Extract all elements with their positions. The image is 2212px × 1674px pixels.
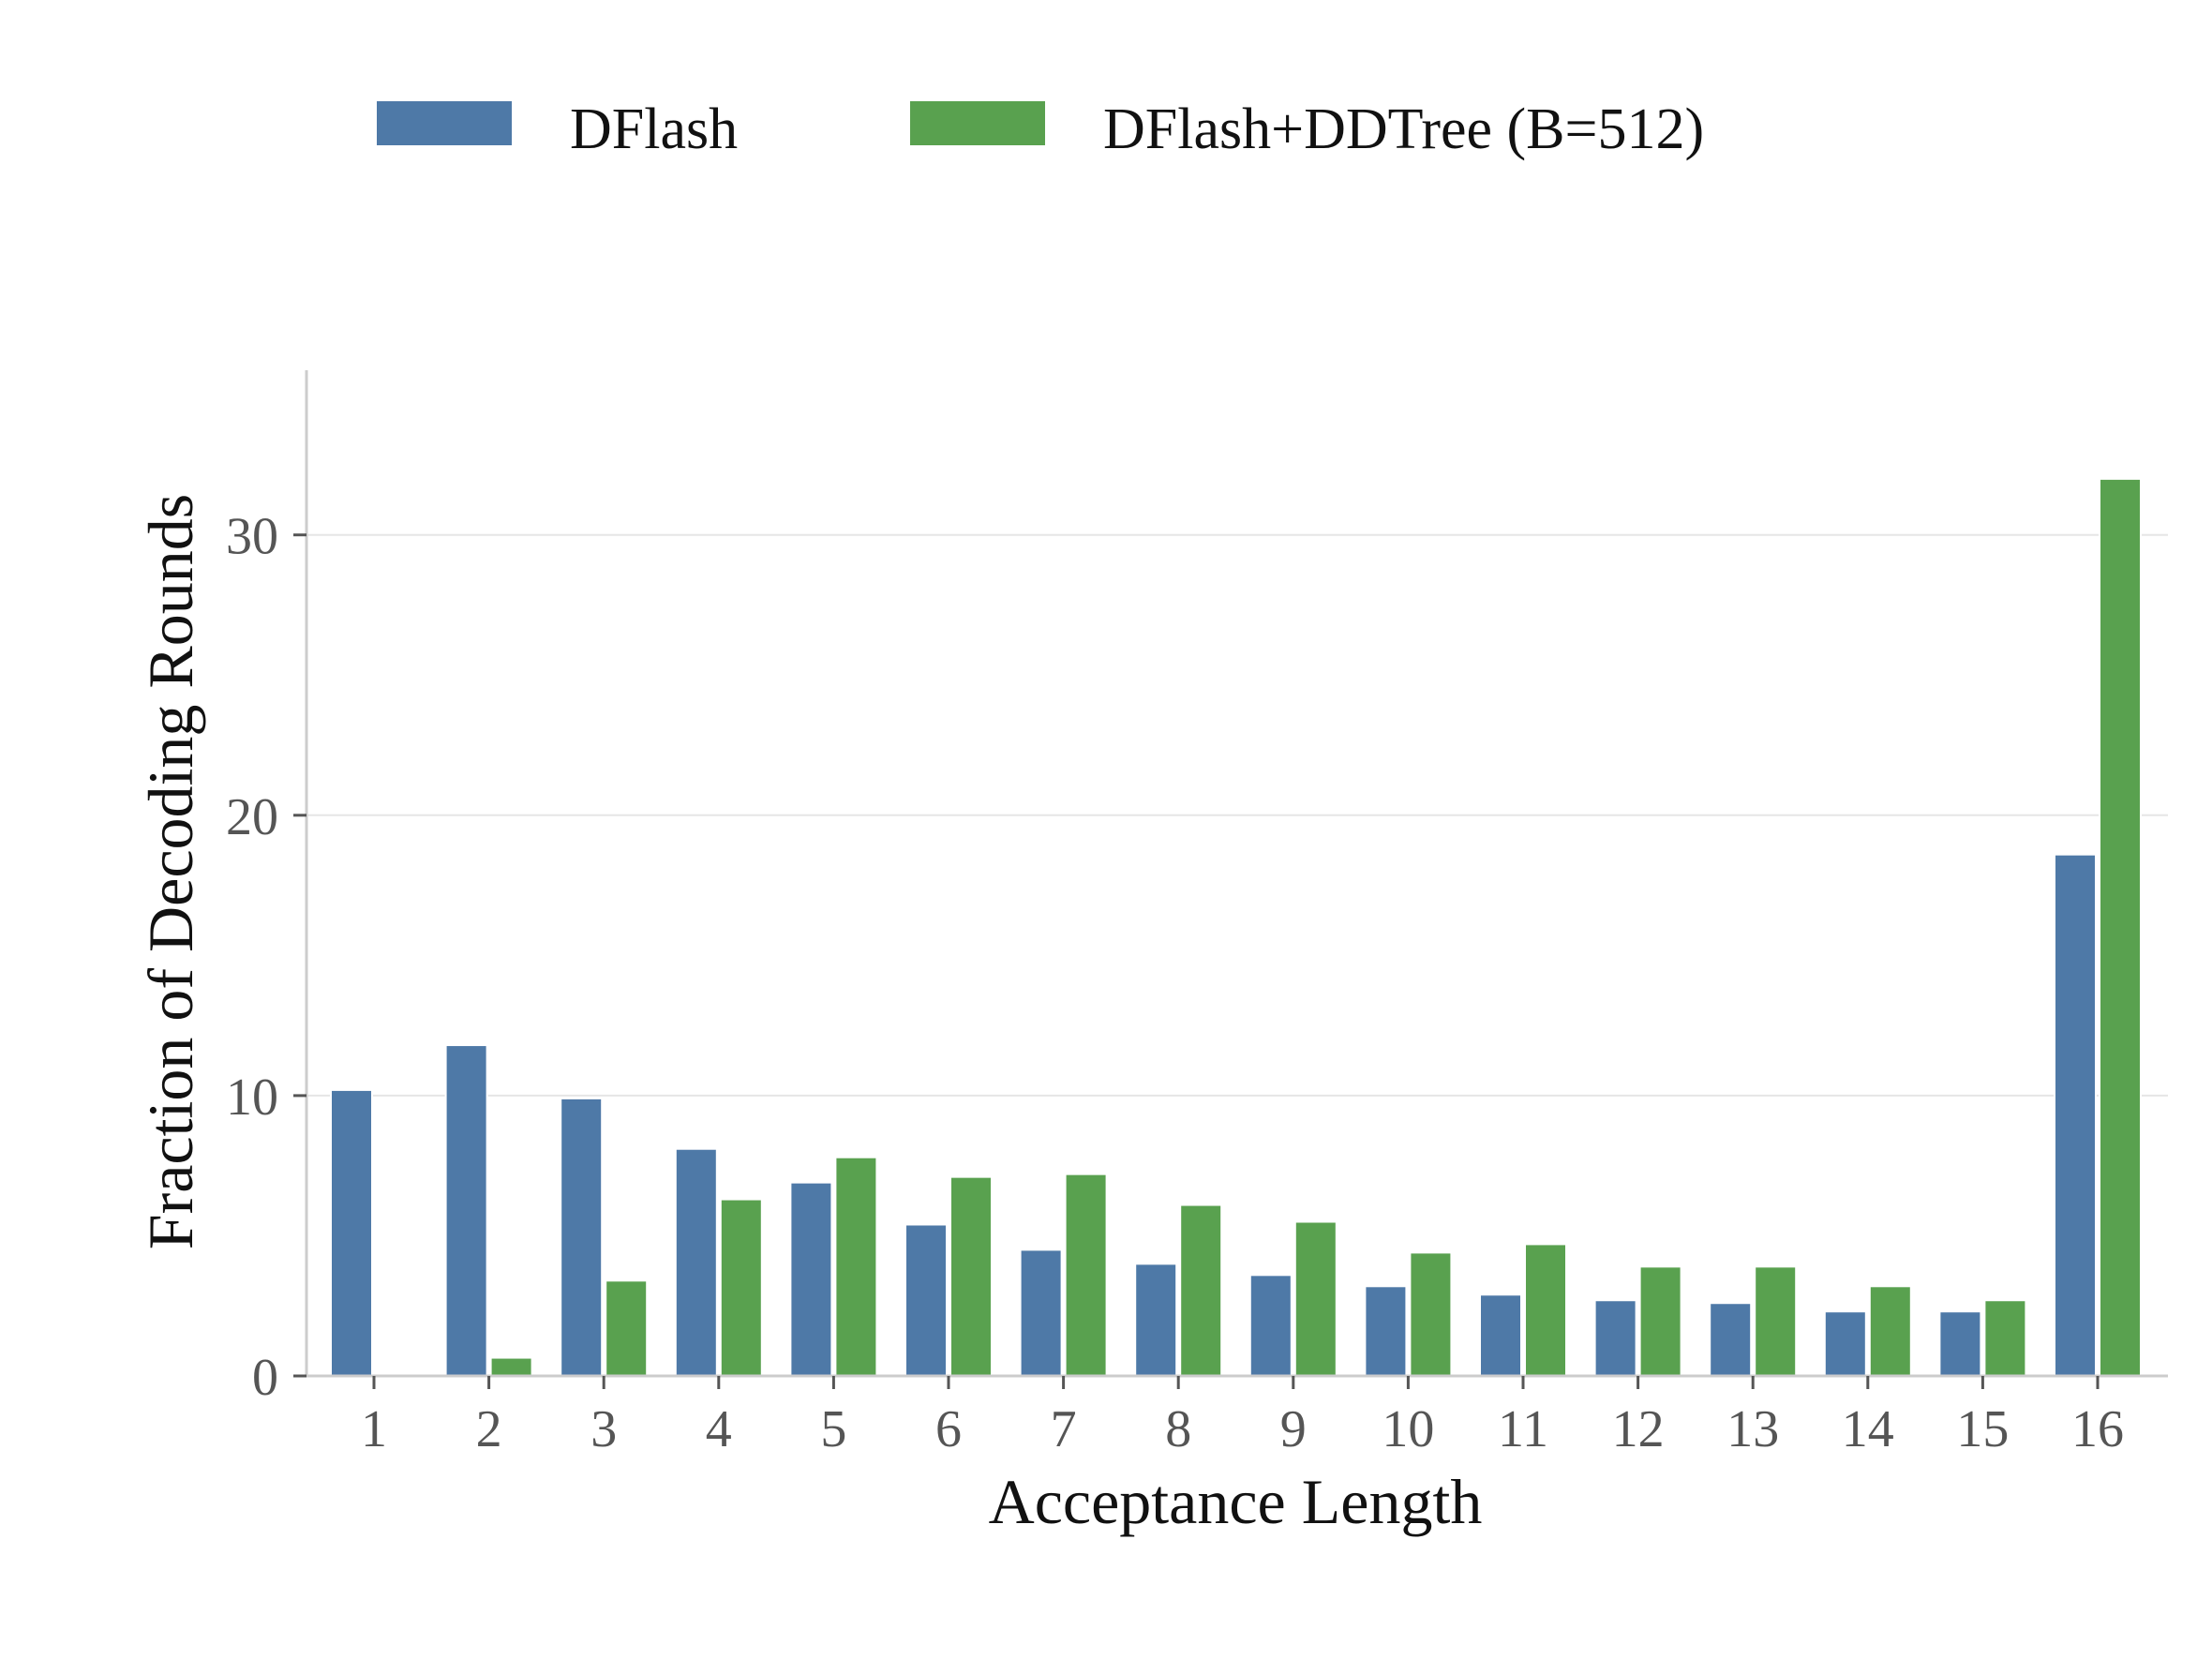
y-tick-label: 20	[226, 788, 278, 846]
bar-dflash-5	[789, 1181, 833, 1377]
bar-dflash-2	[444, 1044, 488, 1377]
y-tick-label: 10	[226, 1069, 278, 1127]
x-ticks: 1 2 3 4 5 6 7 8 9 10 11 12 13 14 15 16	[361, 1376, 2124, 1458]
bar-dflash-11	[1479, 1293, 1522, 1377]
bar-dflash-13	[1709, 1302, 1753, 1378]
gridlines	[306, 533, 2168, 1097]
y-tick-label: 30	[226, 508, 278, 566]
bar-ddtree-5	[834, 1156, 878, 1378]
y-ticks: 0 10 20 30	[226, 508, 306, 1407]
x-tick-label: 4	[706, 1400, 732, 1458]
bar-ddtree-4	[719, 1198, 763, 1378]
y-tick-label: 0	[252, 1349, 278, 1407]
bar-ddtree-15	[1983, 1299, 2027, 1378]
bar-ddtree-11	[1524, 1243, 1567, 1377]
bar-ddtree-3	[605, 1279, 649, 1378]
bar-dflash-8	[1134, 1263, 1178, 1377]
x-tick-label: 3	[590, 1400, 617, 1458]
legend-swatch-ddtree	[910, 101, 1045, 145]
legend-label-dflash: DFlash	[570, 97, 738, 161]
bar-ddtree-7	[1064, 1173, 1108, 1377]
x-tick-label: 12	[1612, 1400, 1665, 1458]
axes	[305, 370, 2168, 1378]
legend-label-ddtree: DFlash+DDTree (B=512)	[1103, 97, 1704, 161]
legend-swatch-dflash	[377, 101, 512, 145]
x-tick-label: 14	[1842, 1400, 1894, 1458]
bar-dflash-10	[1364, 1285, 1408, 1377]
bar-ddtree-8	[1179, 1203, 1223, 1377]
x-axis-label: Acceptance Length	[989, 1466, 1483, 1537]
bar-dflash-4	[674, 1147, 718, 1377]
bar-dflash-15	[1938, 1310, 1982, 1378]
bar-ddtree-14	[1868, 1285, 1912, 1377]
x-tick-label: 16	[2071, 1400, 2124, 1458]
bar-dflash-3	[560, 1097, 604, 1377]
bar-dflash-16	[2054, 853, 2097, 1377]
x-tick-label: 7	[1051, 1400, 1077, 1458]
x-tick-label: 13	[1726, 1400, 1779, 1458]
bar-ddtree-16	[2099, 477, 2142, 1377]
bar-dflash-14	[1823, 1310, 1867, 1378]
bar-ddtree-6	[949, 1175, 993, 1378]
x-tick-label: 2	[476, 1400, 502, 1458]
bar-ddtree-10	[1409, 1251, 1453, 1377]
legend: DFlash DFlash+DDTree (B=512)	[377, 97, 1704, 161]
bar-ddtree-2	[489, 1356, 533, 1377]
bar-ddtree-9	[1293, 1220, 1338, 1377]
x-tick-label: 8	[1165, 1400, 1191, 1458]
x-tick-label: 9	[1280, 1400, 1307, 1458]
x-tick-label: 6	[935, 1400, 962, 1458]
bars	[330, 477, 2142, 1378]
bar-ddtree-12	[1638, 1265, 1682, 1377]
bar-dflash-1	[330, 1088, 373, 1377]
x-tick-label: 10	[1382, 1400, 1434, 1458]
bar-dflash-12	[1593, 1299, 1637, 1378]
x-tick-label: 5	[820, 1400, 846, 1458]
x-tick-label: 1	[361, 1400, 387, 1458]
bar-dflash-9	[1248, 1274, 1293, 1377]
bar-ddtree-13	[1754, 1265, 1798, 1377]
y-axis-label: Fraction of Decoding Rounds	[135, 494, 206, 1249]
bar-dflash-6	[904, 1223, 948, 1377]
x-tick-label: 15	[1956, 1400, 2009, 1458]
bar-dflash-7	[1019, 1248, 1063, 1378]
x-tick-label: 11	[1498, 1400, 1548, 1458]
